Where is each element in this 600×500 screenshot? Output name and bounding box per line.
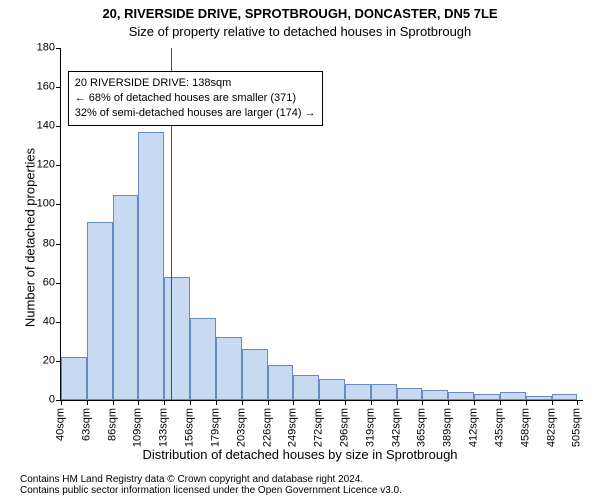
histogram-bar bbox=[397, 388, 423, 400]
x-tick-label: 63sqm bbox=[81, 408, 92, 441]
y-tick bbox=[56, 87, 61, 88]
x-tick-label: 435sqm bbox=[494, 408, 505, 447]
x-tick bbox=[61, 400, 62, 405]
x-tick-label: 109sqm bbox=[133, 408, 144, 447]
y-tick bbox=[56, 204, 61, 205]
y-tick bbox=[56, 126, 61, 127]
x-tick-label: 133sqm bbox=[159, 408, 170, 447]
x-tick bbox=[422, 400, 423, 405]
x-tick-label: 203sqm bbox=[236, 408, 247, 447]
y-tick bbox=[56, 244, 61, 245]
x-tick-label: 319sqm bbox=[365, 408, 376, 447]
x-tick-label: 296sqm bbox=[340, 408, 351, 447]
y-tick-label: 20 bbox=[23, 355, 55, 366]
info-line-1: 20 RIVERSIDE DRIVE: 138sqm bbox=[75, 76, 316, 91]
y-tick-label: 0 bbox=[23, 395, 55, 406]
x-tick bbox=[500, 400, 501, 405]
chart-title: 20, RIVERSIDE DRIVE, SPROTBROUGH, DONCAS… bbox=[0, 6, 600, 21]
footer-line-2: Contains public sector information licen… bbox=[20, 485, 600, 496]
x-tick bbox=[216, 400, 217, 405]
histogram-bar bbox=[190, 318, 216, 400]
x-tick bbox=[113, 400, 114, 405]
x-tick bbox=[319, 400, 320, 405]
x-tick bbox=[138, 400, 139, 405]
footer: Contains HM Land Registry data © Crown c… bbox=[0, 474, 600, 496]
x-tick-label: 179sqm bbox=[210, 408, 221, 447]
histogram-bar bbox=[500, 392, 526, 400]
x-tick bbox=[164, 400, 165, 405]
histogram-bar bbox=[242, 349, 268, 400]
y-tick-label: 160 bbox=[23, 82, 55, 93]
histogram-bar bbox=[371, 384, 397, 400]
info-line-3: 32% of semi-detached houses are larger (… bbox=[75, 106, 316, 121]
x-tick bbox=[293, 400, 294, 405]
plot-area: 20 RIVERSIDE DRIVE: 138sqm ← 68% of deta… bbox=[60, 48, 583, 401]
x-tick bbox=[474, 400, 475, 405]
y-tick bbox=[56, 322, 61, 323]
x-tick bbox=[552, 400, 553, 405]
y-tick bbox=[56, 165, 61, 166]
x-tick bbox=[371, 400, 372, 405]
x-tick bbox=[526, 400, 527, 405]
histogram-bar bbox=[61, 357, 87, 400]
y-tick bbox=[56, 283, 61, 284]
x-tick-label: 226sqm bbox=[262, 408, 273, 447]
x-tick bbox=[577, 400, 578, 405]
y-tick-label: 100 bbox=[23, 199, 55, 210]
y-tick-label: 80 bbox=[23, 238, 55, 249]
footer-line-1: Contains HM Land Registry data © Crown c… bbox=[20, 474, 600, 485]
x-tick-label: 342sqm bbox=[391, 408, 402, 447]
histogram-bar bbox=[526, 396, 552, 400]
y-tick-label: 140 bbox=[23, 121, 55, 132]
x-tick bbox=[345, 400, 346, 405]
x-tick-label: 156sqm bbox=[185, 408, 196, 447]
x-tick-label: 505sqm bbox=[572, 408, 583, 447]
histogram-bar bbox=[87, 222, 113, 400]
x-tick-label: 272sqm bbox=[314, 408, 325, 447]
x-tick bbox=[242, 400, 243, 405]
histogram-bar bbox=[319, 379, 345, 401]
histogram-bar bbox=[164, 277, 190, 400]
histogram-bar bbox=[216, 337, 242, 400]
histogram-bar bbox=[552, 394, 578, 400]
info-box: 20 RIVERSIDE DRIVE: 138sqm ← 68% of deta… bbox=[68, 71, 323, 126]
histogram-bar bbox=[113, 195, 139, 400]
y-tick-label: 120 bbox=[23, 160, 55, 171]
histogram-bar bbox=[345, 384, 371, 400]
x-tick-label: 389sqm bbox=[443, 408, 454, 447]
x-tick-label: 40sqm bbox=[56, 408, 67, 441]
x-tick-label: 482sqm bbox=[546, 408, 557, 447]
histogram-bar bbox=[448, 392, 474, 400]
x-tick-label: 412sqm bbox=[469, 408, 480, 447]
y-tick-label: 180 bbox=[23, 43, 55, 54]
x-axis-label: Distribution of detached houses by size … bbox=[0, 447, 600, 462]
x-tick-label: 365sqm bbox=[417, 408, 428, 447]
x-tick bbox=[448, 400, 449, 405]
x-tick bbox=[190, 400, 191, 405]
histogram-bar bbox=[422, 390, 448, 400]
histogram-bar bbox=[268, 365, 294, 400]
info-line-2: ← 68% of detached houses are smaller (37… bbox=[75, 91, 316, 106]
x-tick-label: 86sqm bbox=[107, 408, 118, 441]
x-tick bbox=[87, 400, 88, 405]
histogram-bar bbox=[293, 375, 319, 400]
x-tick-label: 458sqm bbox=[520, 408, 531, 447]
histogram-bar bbox=[138, 132, 164, 400]
y-tick-label: 40 bbox=[23, 316, 55, 327]
y-tick-label: 60 bbox=[23, 277, 55, 288]
chart-subtitle: Size of property relative to detached ho… bbox=[0, 24, 600, 39]
x-tick bbox=[397, 400, 398, 405]
histogram-bar bbox=[474, 394, 500, 400]
x-tick-label: 249sqm bbox=[288, 408, 299, 447]
y-tick bbox=[56, 48, 61, 49]
x-tick bbox=[268, 400, 269, 405]
chart-container: 20, RIVERSIDE DRIVE, SPROTBROUGH, DONCAS… bbox=[0, 0, 600, 500]
